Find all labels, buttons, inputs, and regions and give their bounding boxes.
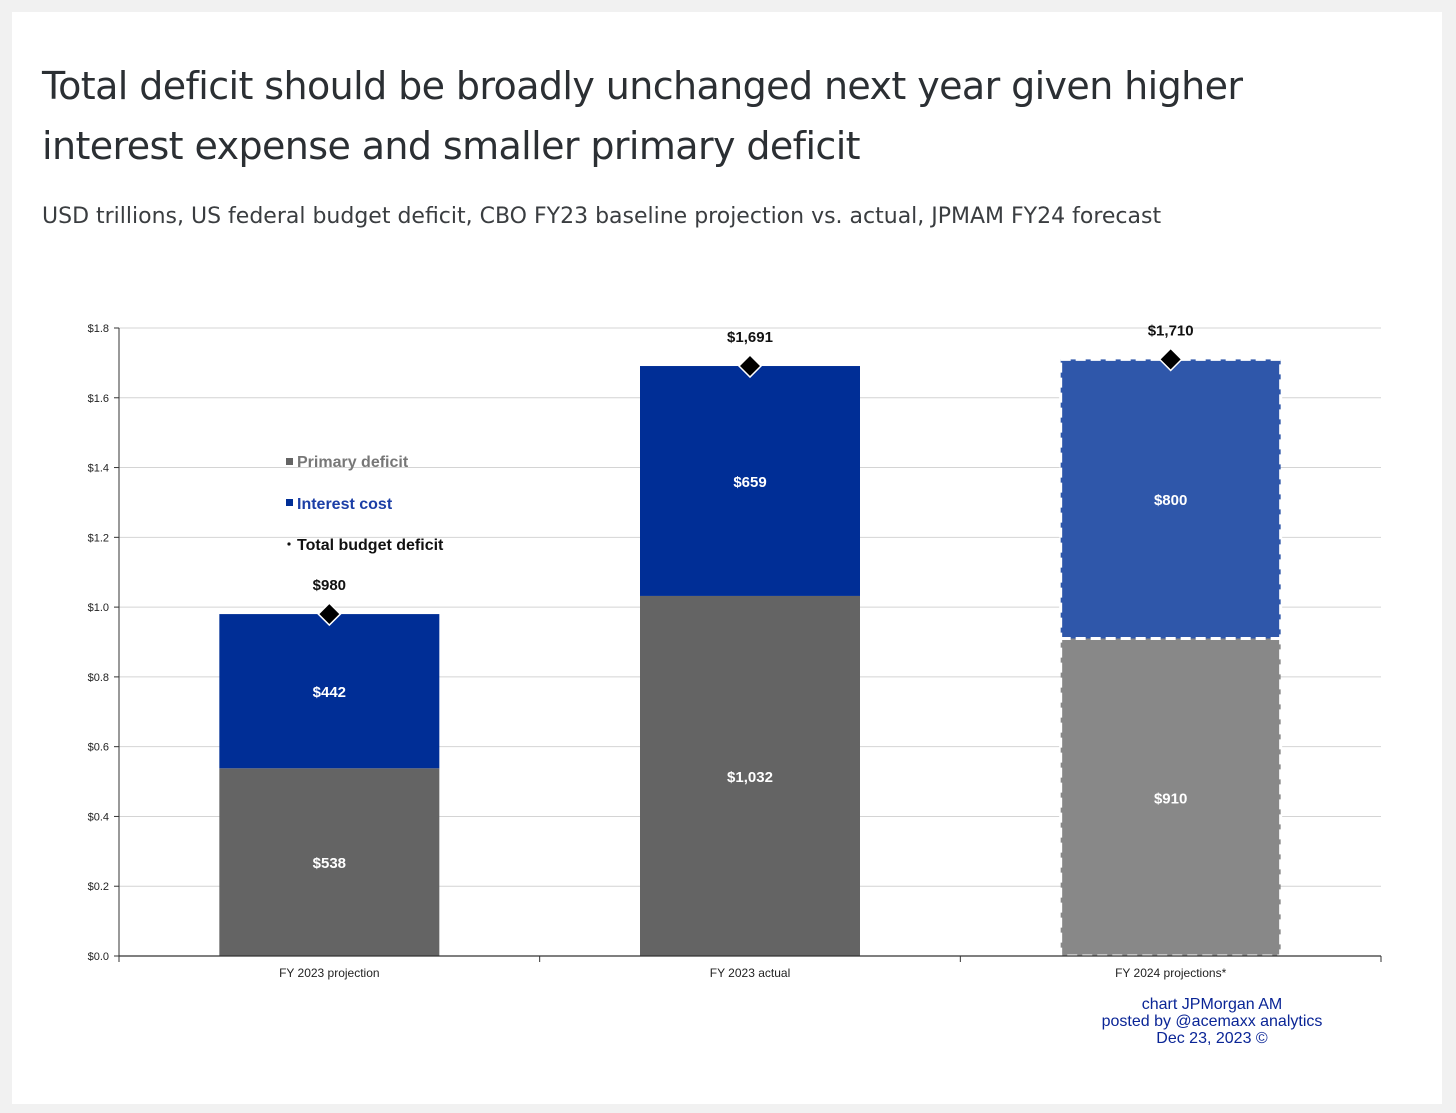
y-tick-label: $0.8	[88, 672, 109, 684]
credit-source: chart JPMorgan AM	[1141, 996, 1283, 1013]
total-marker-0	[317, 602, 342, 627]
deficit-bar-chart: $0.0 $0.2 $0.4 $0.6 $0.8 $1.0 $1.2 $1.4 $1.6 $1.8…	[88, 322, 1382, 980]
y-tick-label: $1.2	[88, 532, 109, 544]
total-label-2: $1,710	[1148, 322, 1194, 339]
bar-interest-0	[219, 614, 440, 769]
legend-total-budget-deficit: Total budget deficit	[297, 537, 444, 554]
legend: Primary deficit Interest cost Total budg…	[286, 454, 444, 554]
legend-swatch-primary	[286, 458, 293, 465]
bar-interest-2	[1060, 359, 1281, 639]
x-tick-label-0: FY 2023 projection	[279, 966, 380, 980]
chart-credit: chart JPMorgan AM posted by @acemaxx ana…	[1072, 996, 1352, 1047]
bar-primary-2	[1060, 638, 1281, 956]
bar-label-primary-0: $538	[313, 855, 346, 872]
chart-title: Total deficit should be broadly unchange…	[42, 64, 1243, 168]
total-marker-2	[1158, 347, 1183, 372]
credit-posted-by: posted by @acemaxx analytics	[1101, 1013, 1323, 1030]
chart-subtitle: USD trillions, US federal budget deficit…	[42, 204, 1162, 229]
bar-primary-0	[219, 768, 440, 956]
y-tick-label: $0.0	[88, 951, 109, 963]
total-marker-1	[737, 353, 763, 379]
y-tick-label: $1.8	[88, 323, 109, 335]
bars	[219, 357, 1283, 958]
y-tick-label: $0.2	[88, 881, 109, 893]
y-tick-label: $0.4	[88, 811, 109, 823]
legend-primary-deficit: Primary deficit	[297, 454, 409, 471]
bar-label-interest-0: $442	[313, 684, 346, 701]
y-tick-label: $0.6	[88, 742, 109, 754]
total-label-0: $980	[313, 577, 346, 594]
bar-label-interest-1: $659	[733, 474, 766, 491]
bar-label-primary-1: $1,032	[727, 769, 773, 786]
bar-interest-1	[640, 366, 860, 596]
bar-primary-1	[640, 595, 860, 956]
bar-label-interest-2: $800	[1154, 492, 1187, 509]
legend-swatch-total	[287, 542, 291, 546]
y-tick-label: $1.4	[88, 463, 109, 475]
y-tick-label: $1.0	[88, 602, 109, 614]
x-tick-label-2: FY 2024 projections*	[1115, 966, 1227, 980]
y-tick-label: $1.6	[88, 393, 109, 405]
legend-interest-cost: Interest cost	[297, 496, 393, 513]
axes: $0.0 $0.2 $0.4 $0.6 $0.8 $1.0 $1.2 $1.4 $1.6 $1.8…	[88, 323, 1382, 980]
chart-card: Total deficit should be broadly unchange…	[12, 12, 1442, 1104]
x-tick-label-1: FY 2023 actual	[710, 966, 791, 980]
data-labels: $538 $442 $980 $1,032 $659 $1,691 $910 $800 $1,7…	[313, 322, 1194, 872]
credit-date: Dec 23, 2023 ©	[1156, 1030, 1268, 1047]
legend-swatch-interest	[286, 499, 293, 506]
total-label-1: $1,691	[727, 329, 773, 346]
bar-label-primary-2: $910	[1154, 790, 1187, 807]
